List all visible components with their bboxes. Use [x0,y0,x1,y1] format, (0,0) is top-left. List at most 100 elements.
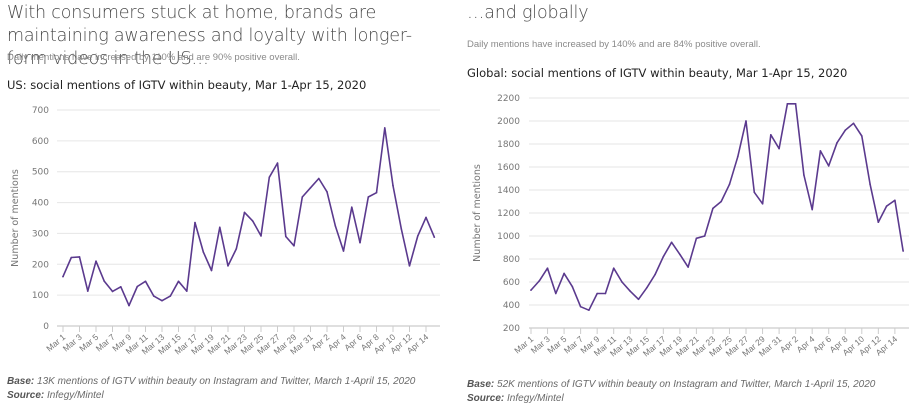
y-axis-title: Number of mentions [472,164,483,262]
data-point [827,165,830,167]
y-tick-label: 300 [32,229,49,239]
data-point [753,191,756,194]
y-tick-label: 400 [32,199,49,209]
data-point [218,226,221,229]
data-point [169,295,172,297]
data-point [836,142,838,144]
global-line-chart: 200 400 600 800 1000 1200 1400 1600 1800 2000 2200… [472,94,909,359]
y-tick-label: 200 [32,260,49,270]
data-point [563,272,565,275]
data-point [392,184,394,187]
data-point [571,285,574,288]
data-point [78,256,81,258]
y-tick-label: 1200 [497,209,520,219]
y-tick-label: 800 [503,255,520,265]
data-point [152,295,155,297]
data-point [662,255,665,258]
global-headline: …and globally [467,3,589,23]
data-point [342,250,345,252]
data-point [761,203,764,205]
data-point [745,120,747,122]
data-point [136,285,139,288]
global-source-note: Source: Infegy/Mintel [467,392,875,406]
global-subtext: Daily mentions have increased by 140% an… [467,39,761,50]
y-tick-label: 200 [503,324,520,334]
data-point [844,129,847,131]
data-point [161,299,163,302]
data-point [728,183,731,186]
y-tick-label: 2200 [497,94,520,104]
data-point [359,241,361,244]
data-point [596,292,598,295]
data-point [645,286,648,289]
data-point [819,150,822,152]
data-point [861,135,863,137]
global-source-text: Infegy/Mintel [504,393,564,404]
data-point [803,174,805,176]
data-point [284,235,287,238]
data-point [425,216,427,219]
data-point [687,266,689,268]
data-point [185,290,188,292]
global-base-label: Base: [467,379,495,390]
us-panel: With consumers stuck at home, brands are… [7,3,440,403]
data-point [144,280,147,283]
data-point [869,183,871,186]
data-point [546,267,549,270]
data-point [712,207,714,210]
data-point [770,134,772,136]
data-point [317,177,320,180]
data-point [62,275,64,278]
us-line-chart: 0 100 200 300 400 500 600 700 Number of mentions… [10,106,440,357]
data-point [778,147,780,150]
data-point [629,290,632,293]
data-point [293,244,295,247]
data-point [679,253,681,256]
global-panel: …and globally Daily mentions have increa… [460,0,918,411]
us-chart-title: US: social mentions of IGTV within beaut… [7,78,367,92]
data-point [301,196,304,198]
us-source-note: Source: Infegy/Mintel [7,389,415,403]
us-base-text: 13K mentions of IGTV within beauty on In… [34,376,416,387]
data-point [260,235,262,237]
y-tick-label: 0 [43,322,49,332]
data-point [128,304,130,307]
data-point [119,286,122,288]
data-point [720,200,723,203]
data-point [703,235,706,237]
data-point [604,292,607,295]
data-point [227,265,229,267]
data-point [588,309,590,311]
series-line [530,103,904,312]
data-point [367,196,370,198]
global-source-label: Source: [467,393,505,404]
data-point [621,281,623,283]
y-tick-label: 1800 [497,140,520,150]
data-point [210,269,213,272]
y-tick-label: 400 [503,301,520,311]
data-point [811,208,813,211]
y-tick-label: 1400 [497,186,520,196]
us-headline: With consumers stuck at home, brands are… [7,3,412,69]
us-base-label: Base: [7,376,35,387]
y-tick-label: 1600 [497,163,520,173]
us-source-label: Source: [7,390,45,401]
data-point [383,127,386,129]
data-point [194,221,196,224]
data-point [95,260,97,263]
global-base-note: Base: 52K mentions of IGTV within beauty… [467,378,875,392]
data-point [654,273,656,276]
data-point [326,190,328,193]
us-source-text: Infegy/Mintel [44,390,104,401]
data-point [612,267,615,270]
y-tick-label: 600 [503,278,520,288]
y-tick-label: 100 [32,291,49,301]
data-point [235,248,238,250]
data-point [885,205,888,207]
data-point [637,298,640,301]
data-point [350,206,353,208]
data-point [243,211,246,214]
data-point [268,176,271,179]
data-point [408,265,411,267]
y-tick-label: 700 [32,106,49,116]
